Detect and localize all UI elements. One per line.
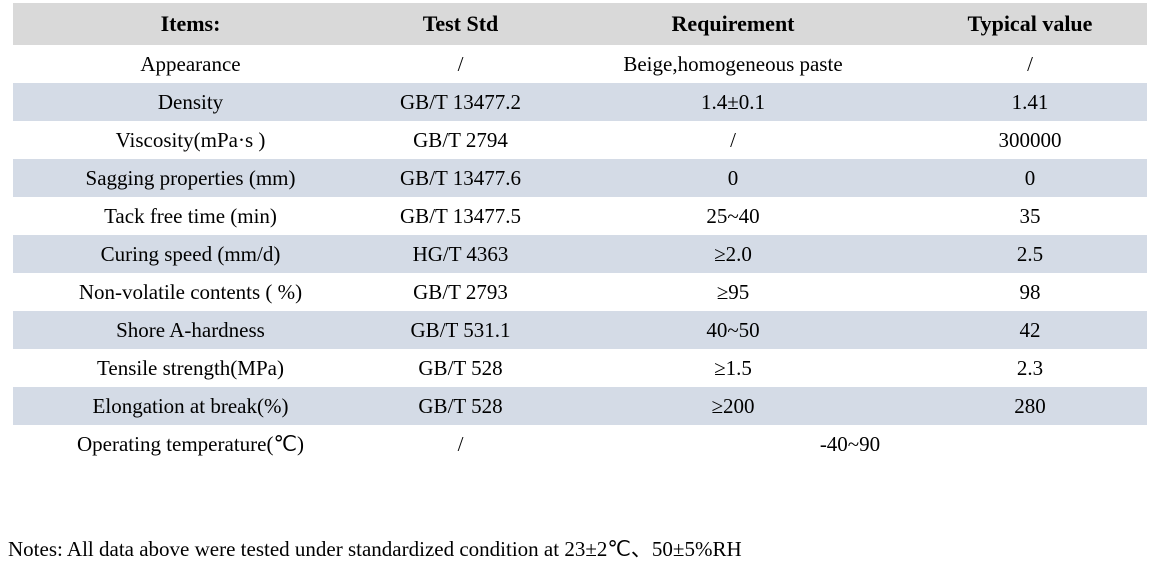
cell-test-std: HG/T 4363 [412,241,509,266]
cell-test-std: GB/T 13477.5 [400,203,521,228]
cell-test-std: GB/T 13477.6 [400,165,521,190]
cell-requirement: ≥2.0 [714,241,752,266]
notes-text: Notes: All data above were tested under … [8,537,742,561]
cell-item: Elongation at break(%) [92,393,289,418]
cell-requirement: ≥1.5 [714,355,752,380]
cell-requirement: 1.4±0.1 [700,89,766,114]
table-row: Shore A-hardness GB/T 531.1 40~50 42 [13,311,1147,349]
cell-requirement: / [730,127,736,152]
cell-typical-value: 280 [1014,393,1046,418]
cell-test-std: GB/T 528 [418,393,503,418]
cell-item: Non-volatile contents ( %) [78,279,303,304]
table-row: Density GB/T 13477.2 1.4±0.1 1.41 [13,83,1147,121]
table-row: Operating temperature(℃) / -40~90 [13,425,1147,463]
column-header-requirement: Requirement [553,3,913,45]
table-row: Viscosity(mPa·s ) GB/T 2794 / 300000 [13,121,1147,159]
column-header-typical-value: Typical value [913,3,1147,45]
cell-item: Tensile strength(MPa) [97,355,284,380]
cell-requirement: ≥95 [716,279,750,304]
cell-item: Shore A-hardness [116,317,265,342]
table-row: Tensile strength(MPa) GB/T 528 ≥1.5 2.3 [13,349,1147,387]
table-row: Non-volatile contents ( %) GB/T 2793 ≥95 98 [13,273,1147,311]
spec-table: Items: Test Std Requirement Typical value A… [13,3,1147,463]
cell-requirement: Beige,homogeneous paste [623,51,843,76]
cell-requirement: ≥200 [711,393,755,418]
table-row: Tack free time (min) GB/T 13477.5 25~40 35 [13,197,1147,235]
cell-typical-value: 42 [1019,317,1041,342]
cell-requirement: 25~40 [706,203,760,228]
column-header-test-std: Test Std [368,3,553,45]
header-row: Items: Test Std Requirement Typical value [13,3,1147,45]
cell-test-std: GB/T 528 [418,355,503,380]
cell-test-std: GB/T 531.1 [410,317,511,342]
cell-test-std: GB/T 2793 [413,279,508,304]
cell-item: Appearance [140,51,241,76]
column-header-items: Items: [13,3,368,45]
cell-typical-value: 0 [1024,165,1036,190]
cell-item: Curing speed (mm/d) [100,241,281,266]
cell-item: Density [157,89,224,114]
cell-item: Sagging properties (mm) [85,165,296,190]
cell-item: Viscosity(mPa·s ) [115,127,266,152]
spec-table-body: Appearance / Beige,homogeneous paste / Densi… [13,45,1147,463]
cell-typical-value: 2.3 [1016,355,1044,380]
table-row: Elongation at break(%) GB/T 528 ≥200 280 [13,387,1147,425]
cell-typical-value: 98 [1019,279,1041,304]
cell-typical-value: 35 [1019,203,1041,228]
cell-item: Operating temperature(℃) [76,431,305,456]
cell-typical-value: 300000 [998,127,1062,152]
cell-item: Tack free time (min) [104,203,277,228]
cell-test-std: GB/T 2794 [413,127,508,152]
cell-requirement: 0 [727,165,739,190]
table-row: Appearance / Beige,homogeneous paste / [13,45,1147,83]
cell-typical-value: 2.5 [1016,241,1044,266]
spec-table-head: Items: Test Std Requirement Typical value [13,3,1147,45]
cell-requirement-merged: -40~90 [819,431,881,456]
cell-requirement: 40~50 [706,317,760,342]
table-row: Sagging properties (mm) GB/T 13477.6 0 0 [13,159,1147,197]
table-row: Curing speed (mm/d) HG/T 4363 ≥2.0 2.5 [13,235,1147,273]
spec-table-container: Items: Test Std Requirement Typical value A… [13,3,1147,463]
cell-test-std: / [457,431,464,456]
cell-typical-value: 1.41 [1011,89,1049,114]
cell-test-std: GB/T 13477.2 [400,89,521,114]
cell-typical-value: / [1027,51,1033,76]
cell-test-std: / [457,51,464,76]
